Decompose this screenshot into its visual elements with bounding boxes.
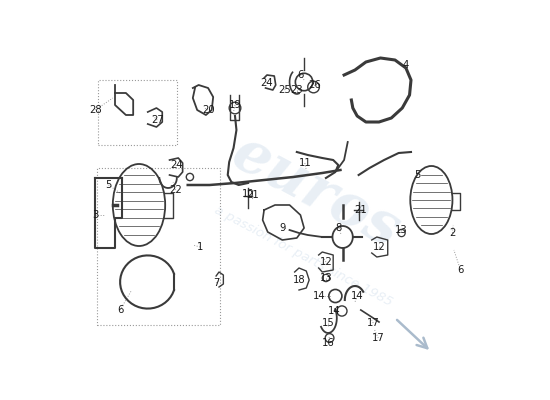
Text: 4: 4 <box>403 60 409 70</box>
Text: 21: 21 <box>246 190 259 200</box>
Text: 11: 11 <box>299 158 311 168</box>
Text: 26: 26 <box>309 80 321 90</box>
Text: 14: 14 <box>328 306 340 316</box>
Text: 14: 14 <box>313 291 326 301</box>
Text: 10: 10 <box>242 189 255 199</box>
Text: 6: 6 <box>117 305 123 315</box>
Text: 17: 17 <box>367 318 380 328</box>
Bar <box>98 80 177 145</box>
Text: a passion for parts since 1985: a passion for parts since 1985 <box>212 203 394 309</box>
Text: 8: 8 <box>336 223 342 233</box>
Text: 19: 19 <box>229 100 241 110</box>
Text: 13: 13 <box>320 273 332 283</box>
Text: 25: 25 <box>278 85 291 95</box>
Text: 5: 5 <box>105 180 112 190</box>
Text: 6: 6 <box>457 265 464 275</box>
Text: 1: 1 <box>197 242 204 252</box>
Text: 14: 14 <box>351 291 364 301</box>
Text: 12: 12 <box>320 257 332 267</box>
Text: 28: 28 <box>89 105 102 115</box>
Text: euros: euros <box>221 124 409 260</box>
Text: 3: 3 <box>92 210 98 220</box>
Text: 17: 17 <box>372 333 384 343</box>
Text: 9: 9 <box>279 223 285 233</box>
Text: 5: 5 <box>414 170 421 180</box>
Text: 22: 22 <box>169 185 182 195</box>
Bar <box>97 168 221 325</box>
Text: 12: 12 <box>373 242 386 252</box>
Text: 21: 21 <box>354 205 367 215</box>
Text: 6: 6 <box>297 70 304 80</box>
Text: 13: 13 <box>395 225 408 235</box>
Text: 27: 27 <box>151 115 163 125</box>
Text: 2: 2 <box>449 228 455 238</box>
Text: 20: 20 <box>202 105 214 115</box>
Text: 18: 18 <box>293 275 305 285</box>
Text: 24: 24 <box>260 78 273 88</box>
Text: 7: 7 <box>213 278 219 288</box>
Text: 15: 15 <box>322 318 334 328</box>
Text: 16: 16 <box>322 338 334 348</box>
Text: 24: 24 <box>170 160 183 170</box>
Text: 23: 23 <box>290 85 303 95</box>
